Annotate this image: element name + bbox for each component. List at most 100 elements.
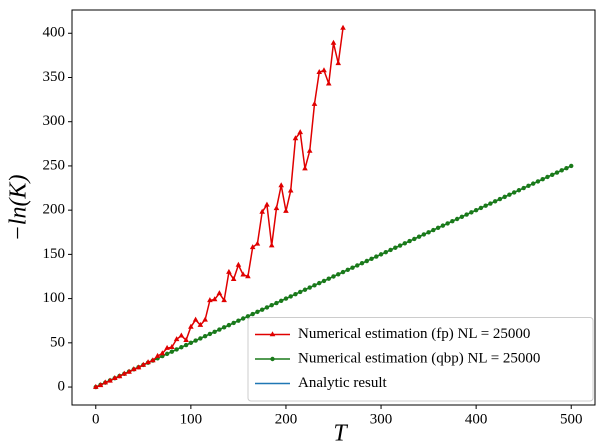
x-tick-label: 0 <box>92 411 100 427</box>
marker <box>179 345 184 350</box>
marker <box>402 241 408 246</box>
marker <box>306 147 313 153</box>
plot-frame <box>71 9 596 406</box>
marker <box>345 267 350 273</box>
marker <box>336 272 341 277</box>
marker <box>355 263 360 268</box>
marker <box>154 352 161 358</box>
marker <box>221 297 227 303</box>
marker <box>169 349 175 354</box>
marker <box>445 221 450 226</box>
marker <box>245 273 251 279</box>
marker <box>178 332 185 338</box>
marker <box>173 336 180 342</box>
marker <box>211 296 218 302</box>
marker <box>116 373 123 379</box>
marker <box>107 377 113 383</box>
marker <box>92 383 99 389</box>
marker <box>188 323 194 329</box>
marker <box>454 216 460 222</box>
marker <box>140 361 147 367</box>
marker <box>340 269 346 275</box>
marker <box>273 205 280 211</box>
x-tick-label: 300 <box>370 411 393 427</box>
marker <box>416 234 422 239</box>
marker <box>207 297 213 303</box>
marker <box>559 168 564 173</box>
marker <box>250 311 255 317</box>
marker <box>245 314 251 319</box>
marker <box>335 60 342 66</box>
marker <box>217 327 222 332</box>
marker <box>283 296 289 301</box>
marker <box>435 225 441 231</box>
marker <box>483 203 488 208</box>
marker <box>340 24 346 30</box>
marker <box>502 194 507 200</box>
marker <box>550 172 555 177</box>
marker <box>145 359 151 365</box>
marker <box>374 254 379 259</box>
marker <box>121 370 128 376</box>
marker <box>364 258 369 264</box>
x-tick-label: 100 <box>180 411 203 427</box>
marker <box>317 280 322 286</box>
marker <box>450 219 455 224</box>
marker <box>231 320 236 326</box>
marker <box>240 271 246 277</box>
marker <box>426 230 431 235</box>
marker <box>516 188 522 193</box>
y-tick-label: 200 <box>43 202 66 218</box>
marker <box>102 379 109 385</box>
marker <box>526 183 531 189</box>
marker <box>207 331 213 337</box>
marker <box>278 182 284 188</box>
marker <box>421 232 427 237</box>
x-axis-label: T <box>333 421 348 447</box>
marker <box>283 207 289 213</box>
marker <box>440 223 446 228</box>
marker <box>507 192 512 197</box>
marker <box>183 336 189 342</box>
marker <box>288 294 293 299</box>
marker <box>464 212 469 217</box>
marker <box>221 325 227 330</box>
marker <box>292 135 299 141</box>
marker <box>325 80 332 86</box>
marker <box>497 196 503 202</box>
marker <box>302 165 308 171</box>
marker <box>164 344 170 350</box>
marker <box>202 333 208 339</box>
x-tick-label: 500 <box>560 411 583 427</box>
y-tick-label: 400 <box>43 25 66 41</box>
marker <box>350 265 355 270</box>
marker <box>169 344 175 350</box>
marker <box>388 247 393 253</box>
marker <box>159 350 166 356</box>
marker <box>412 236 417 242</box>
marker <box>269 331 276 337</box>
marker <box>111 375 118 381</box>
marker <box>202 316 208 322</box>
marker <box>369 256 374 261</box>
y-tick-label: 150 <box>43 246 66 262</box>
marker <box>321 278 327 284</box>
marker <box>312 283 317 288</box>
marker <box>259 307 265 312</box>
marker <box>492 199 498 204</box>
marker <box>150 357 156 363</box>
marker <box>469 210 474 215</box>
marker <box>359 261 365 266</box>
marker <box>212 329 217 334</box>
legend-label: Numerical estimation (qbp) NL = 25000 <box>298 350 540 366</box>
y-tick-label: 50 <box>50 334 65 350</box>
marker <box>135 364 142 370</box>
marker <box>254 240 261 246</box>
marker <box>473 207 479 213</box>
marker <box>198 336 203 341</box>
marker <box>326 276 331 281</box>
marker <box>554 170 560 175</box>
marker <box>307 285 312 290</box>
marker <box>126 368 132 374</box>
